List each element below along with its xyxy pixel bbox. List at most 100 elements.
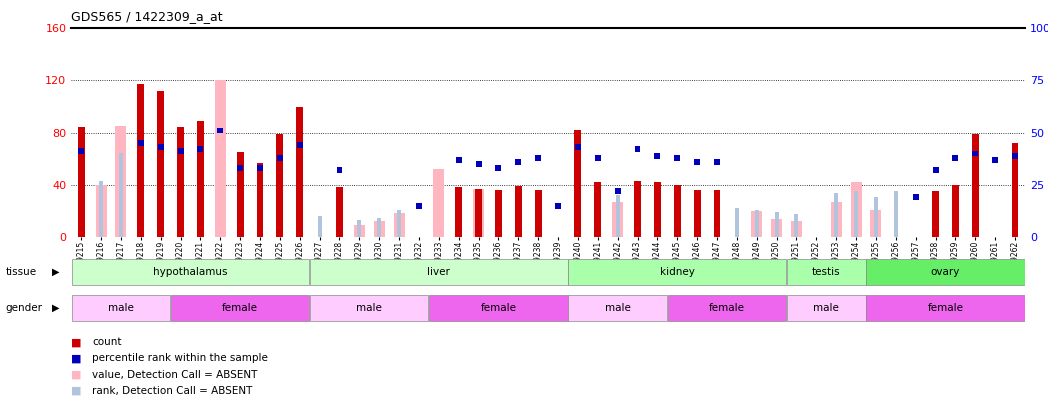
Bar [476,161,481,167]
Bar [297,107,303,237]
Text: ■: ■ [71,370,82,379]
Bar [100,181,103,237]
Bar [310,258,568,285]
Bar [430,295,568,322]
Bar [416,203,422,209]
Bar [654,153,660,158]
Bar [397,210,401,237]
Bar [197,121,204,237]
Bar [171,295,309,322]
Bar [177,149,183,154]
Text: male: male [605,303,631,313]
Bar [115,126,127,237]
Bar [851,182,861,237]
Bar [735,208,739,237]
Text: tissue: tissue [5,267,37,277]
Bar [1012,153,1018,158]
Bar [952,185,959,237]
Text: count: count [92,337,122,347]
Bar [787,295,866,322]
Bar [674,155,680,161]
Text: female: female [222,303,258,313]
Bar [933,167,939,173]
Bar [455,188,462,237]
Bar [377,218,381,237]
Bar [237,152,243,237]
Bar [475,189,482,237]
Text: ▶: ▶ [52,303,60,313]
Text: ovary: ovary [931,267,960,277]
Text: male: male [813,303,839,313]
Bar [787,258,866,285]
Bar [575,144,581,150]
Bar [515,186,522,237]
Text: ■: ■ [71,337,82,347]
Bar [495,190,502,237]
Bar [932,191,939,237]
Text: value, Detection Call = ABSENT: value, Detection Call = ABSENT [92,370,258,379]
Bar [834,193,838,237]
Bar [197,146,203,152]
Bar [357,220,362,237]
Text: percentile rank within the sample: percentile rank within the sample [92,354,268,363]
Bar [867,295,1025,322]
Bar [794,214,799,237]
Bar [694,159,700,165]
Text: female: female [927,303,963,313]
Bar [277,134,283,237]
Text: ■: ■ [71,354,82,363]
Bar [215,81,225,237]
Bar [612,202,624,237]
Bar [594,182,602,237]
Text: female: female [708,303,745,313]
Bar [257,163,263,237]
Bar [894,191,898,237]
Bar [874,197,878,237]
Bar [953,155,958,161]
Bar [336,188,343,237]
Bar [774,212,779,237]
Bar [137,84,145,237]
Bar [674,185,681,237]
Bar [694,190,701,237]
Bar [751,211,762,237]
Bar [157,91,165,237]
Text: gender: gender [5,303,42,313]
Bar [574,130,582,237]
Bar [79,149,84,154]
Bar [771,219,782,237]
Bar [634,146,640,152]
Text: kidney: kidney [660,267,695,277]
Text: hypothalamus: hypothalamus [153,267,227,277]
Bar [257,165,263,171]
Bar [615,195,619,237]
Bar [95,185,107,237]
Bar [217,128,223,134]
Bar [456,157,462,163]
Bar [496,165,501,171]
Bar [71,258,309,285]
Bar [854,191,858,237]
Bar [971,134,979,237]
Bar [595,155,601,161]
Bar [555,203,561,209]
Bar [237,165,243,171]
Bar [434,169,444,237]
Text: male: male [108,303,134,313]
Text: rank, Detection Call = ABSENT: rank, Detection Call = ABSENT [92,386,253,396]
Bar [138,140,144,146]
Bar [992,157,998,163]
Bar [668,295,786,322]
Bar [297,142,303,148]
Bar [336,167,343,173]
Bar [714,190,720,237]
Bar [634,181,641,237]
Bar [354,225,365,237]
Bar [78,128,85,237]
Bar [867,258,1025,285]
Bar [871,209,881,237]
Bar [177,128,184,237]
Bar [714,159,720,165]
Bar [157,144,163,150]
Bar [913,194,919,200]
